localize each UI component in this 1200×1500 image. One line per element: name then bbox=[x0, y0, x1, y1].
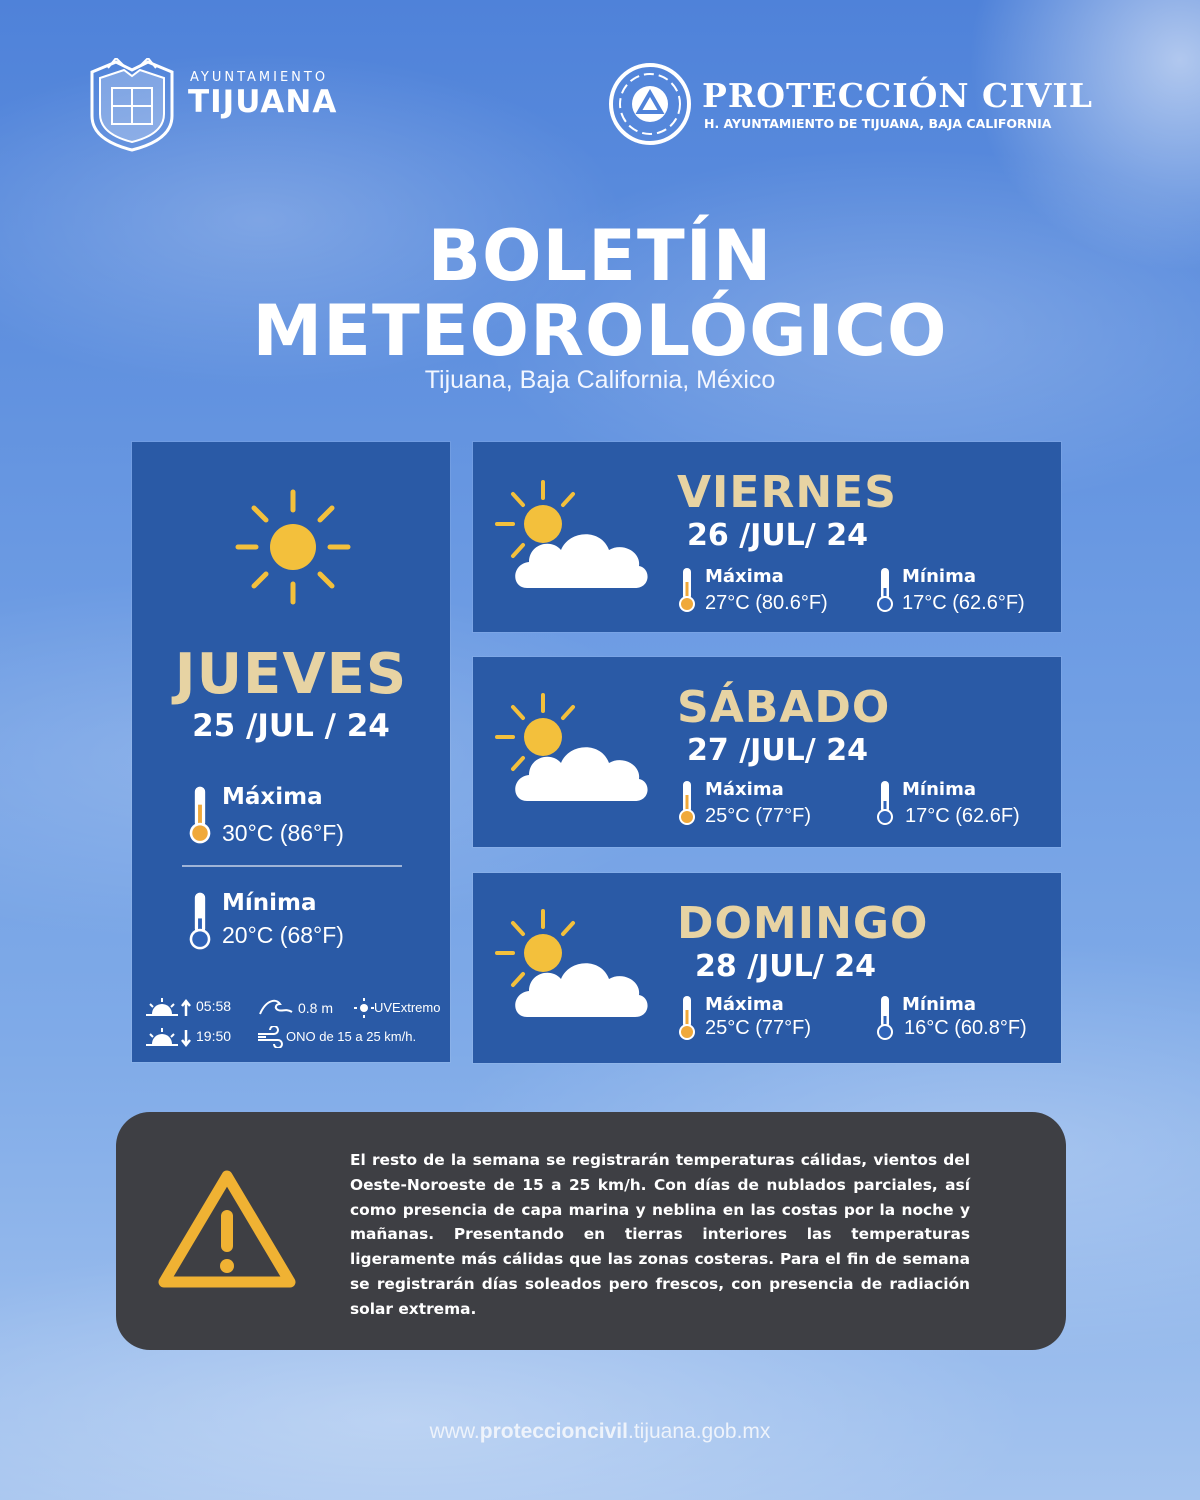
wind-info: ONO de 15 a 25 km/h. bbox=[286, 1029, 417, 1044]
partly-cloudy-icon bbox=[493, 907, 653, 1027]
footer-url-suffix: .tijuana.gob.mx bbox=[627, 1420, 771, 1443]
wave-height: 0.8 m bbox=[298, 1000, 334, 1016]
tijuana-small-text: AYUNTAMIENTO bbox=[190, 70, 329, 85]
today-date: 25 /JUL / 24 bbox=[192, 708, 390, 744]
forecast-min-label: Mínima bbox=[902, 566, 976, 587]
today-min-value: 20°C (68°F) bbox=[222, 922, 344, 948]
sunrise-icon bbox=[146, 998, 191, 1016]
forecast-max-label: Máxima bbox=[705, 779, 784, 800]
thermometer-warm-icon bbox=[675, 779, 699, 827]
wind-icon bbox=[258, 1026, 283, 1048]
tijuana-logo: AYUNTAMIENTO TIJUANA bbox=[86, 58, 386, 152]
thermometer-cold-icon bbox=[184, 890, 216, 952]
forecast-max-label: Máxima bbox=[705, 566, 784, 587]
today-min-label: Mínima bbox=[222, 890, 317, 916]
footer-website-link[interactable]: www.proteccioncivil.tijuana.gob.mx bbox=[0, 1420, 1200, 1444]
thermometer-warm-icon bbox=[675, 994, 699, 1042]
thermometer-warm-icon bbox=[675, 566, 699, 614]
proteccion-civil-title: PROTECCIÓN CIVIL bbox=[702, 76, 1094, 115]
partly-cloudy-icon bbox=[493, 691, 653, 811]
uv-icon bbox=[354, 998, 374, 1018]
forecast-date: 26 /JUL/ 24 bbox=[687, 518, 868, 553]
forecast-min-value: 17°C (62.6F) bbox=[905, 805, 1020, 827]
sunset-time: 19:50 bbox=[196, 1028, 232, 1044]
forecast-max-value: 25°C (77°F) bbox=[705, 1017, 812, 1039]
forecast-day-name: VIERNES bbox=[677, 467, 897, 518]
forecast-min-label: Mínima bbox=[902, 994, 976, 1015]
bulletin-title-line2: METEOROLÓGICO bbox=[252, 290, 948, 372]
forecast-day-name: DOMINGO bbox=[677, 898, 929, 949]
footer-url-prefix: www. bbox=[429, 1420, 480, 1443]
forecast-date: 28 /JUL/ 24 bbox=[695, 949, 876, 984]
today-forecast-card: JUEVES 25 /JUL / 24 Máxima 30°C (86°F) M… bbox=[132, 442, 450, 1062]
forecast-max-label: Máxima bbox=[705, 994, 784, 1015]
forecast-min-value: 16°C (60.8°F) bbox=[904, 1017, 1027, 1039]
thermometer-warm-icon bbox=[184, 784, 216, 846]
forecast-min-value: 17°C (62.6°F) bbox=[902, 592, 1025, 614]
forecast-min-label: Mínima bbox=[902, 779, 976, 800]
weather-notice-panel: El resto de la semana se registrarán tem… bbox=[116, 1112, 1066, 1350]
today-max-value: 30°C (86°F) bbox=[222, 820, 344, 846]
warning-icon bbox=[158, 1170, 296, 1288]
today-day-name: JUEVES bbox=[174, 642, 408, 707]
proteccion-civil-logo: PROTECCIÓN CIVIL H. AYUNTAMIENTO DE TIJU… bbox=[608, 62, 1118, 152]
wave-icon bbox=[259, 999, 293, 1015]
thermometer-cold-icon bbox=[873, 779, 897, 827]
today-max-label: Máxima bbox=[222, 784, 323, 810]
partly-cloudy-icon bbox=[493, 478, 653, 598]
tijuana-big-text: TIJUANA bbox=[188, 84, 338, 120]
forecast-card-domingo: DOMINGO 28 /JUL/ 24 Máxima 25°C (77°F) M… bbox=[473, 873, 1061, 1063]
bulletin-location: Tijuana, Baja California, México bbox=[424, 366, 776, 394]
forecast-card-viernes: VIERNES 26 /JUL/ 24 Máxima 27°C (80.6°F)… bbox=[473, 442, 1061, 632]
bulletin-title-line1: BOLETÍN bbox=[427, 215, 773, 297]
sunset-icon bbox=[146, 1028, 191, 1048]
thermometer-cold-icon bbox=[873, 994, 897, 1042]
forecast-card-sabado: SÁBADO 27 /JUL/ 24 Máxima 25°C (77°F) Mí… bbox=[473, 657, 1061, 847]
forecast-day-name: SÁBADO bbox=[677, 682, 891, 733]
thermometer-cold-icon bbox=[873, 566, 897, 614]
proteccion-civil-emblem-icon bbox=[609, 63, 691, 145]
notice-text: El resto de la semana se registrarán tem… bbox=[350, 1151, 970, 1318]
divider bbox=[182, 865, 402, 867]
footer-url-bold: proteccioncivil bbox=[479, 1420, 628, 1443]
forecast-max-value: 25°C (77°F) bbox=[705, 805, 812, 827]
sunrise-time: 05:58 bbox=[196, 998, 232, 1014]
forecast-date: 27 /JUL/ 24 bbox=[687, 733, 868, 768]
proteccion-civil-subtitle: H. AYUNTAMIENTO DE TIJUANA, BAJA CALIFOR… bbox=[704, 116, 1052, 131]
uv-index: UVExtremo bbox=[374, 1000, 441, 1015]
forecast-max-value: 27°C (80.6°F) bbox=[705, 592, 828, 614]
sun-icon bbox=[235, 489, 351, 605]
tijuana-shield-icon bbox=[90, 58, 174, 152]
